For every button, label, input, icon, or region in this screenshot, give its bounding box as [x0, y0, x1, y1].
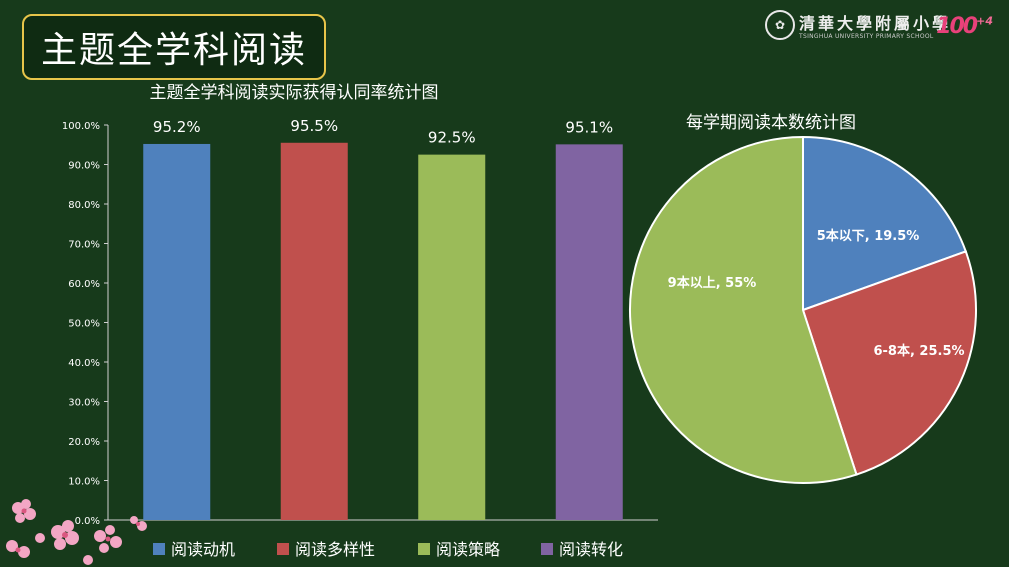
anniversary-logo: 100+4	[936, 14, 993, 39]
legend-label: 阅读多样性	[295, 540, 375, 559]
bar-value-label: 95.2%	[153, 118, 201, 136]
y-tick-label: 0.0%	[75, 516, 100, 527]
legend-label: 阅读策略	[436, 540, 500, 559]
bar	[555, 144, 623, 521]
legend-swatch	[153, 543, 165, 555]
bar	[143, 143, 211, 520]
y-tick-label: 50.0%	[68, 319, 100, 330]
school-name-cn: 清華大學附屬小學	[799, 14, 952, 33]
bar-value-label: 92.5%	[428, 129, 476, 147]
cherry-blossom-decoration	[6, 499, 147, 565]
school-logo: ✿ 清華大學附屬小學 TSINGHUA UNIVERSITY PRIMARY S…	[765, 8, 997, 50]
y-tick-label: 10.0%	[68, 477, 100, 488]
pie-slice	[629, 135, 858, 484]
legend-label: 阅读转化	[559, 540, 623, 559]
y-tick-label: 20.0%	[68, 437, 100, 448]
pie-slice	[801, 250, 977, 476]
bar-chart-title: 主题全学科阅读实际获得认同率统计图	[150, 83, 439, 103]
bar	[280, 142, 348, 520]
school-seal-icon: ✿	[765, 10, 795, 40]
pie-chart-title: 每学期阅读本数统计图	[686, 113, 856, 133]
bar-chart: 主题全学科阅读实际获得认同率统计图 0.0% 10.0% 20.0% 30.0% 40.0…	[62, 83, 658, 559]
y-tick-label: 80.0%	[68, 200, 100, 211]
pie-slice-label: 6-8本, 25.5%	[873, 343, 964, 359]
y-tick-label: 70.0%	[68, 240, 100, 251]
pie-slice-label: 9本以上, 55%	[668, 275, 757, 291]
pie-slice	[802, 135, 968, 312]
y-tick-label: 90.0%	[68, 161, 100, 172]
y-tick-label: 40.0%	[68, 358, 100, 369]
legend-swatch	[541, 543, 553, 555]
y-tick-label: 100.0%	[62, 121, 100, 132]
y-tick-label: 60.0%	[68, 279, 100, 290]
bar-value-label: 95.5%	[290, 117, 338, 135]
legend-swatch	[277, 543, 289, 555]
pie-slice-label: 5本以下, 19.5%	[817, 228, 920, 244]
legend-swatch	[418, 543, 430, 555]
legend-label: 阅读动机	[171, 540, 235, 559]
bar-value-label: 95.1%	[565, 118, 613, 136]
y-tick-label: 30.0%	[68, 398, 100, 409]
bar	[418, 154, 486, 520]
school-name-en: TSINGHUA UNIVERSITY PRIMARY SCHOOL	[799, 33, 934, 40]
slide-title: 主题全学科阅读	[22, 14, 326, 80]
